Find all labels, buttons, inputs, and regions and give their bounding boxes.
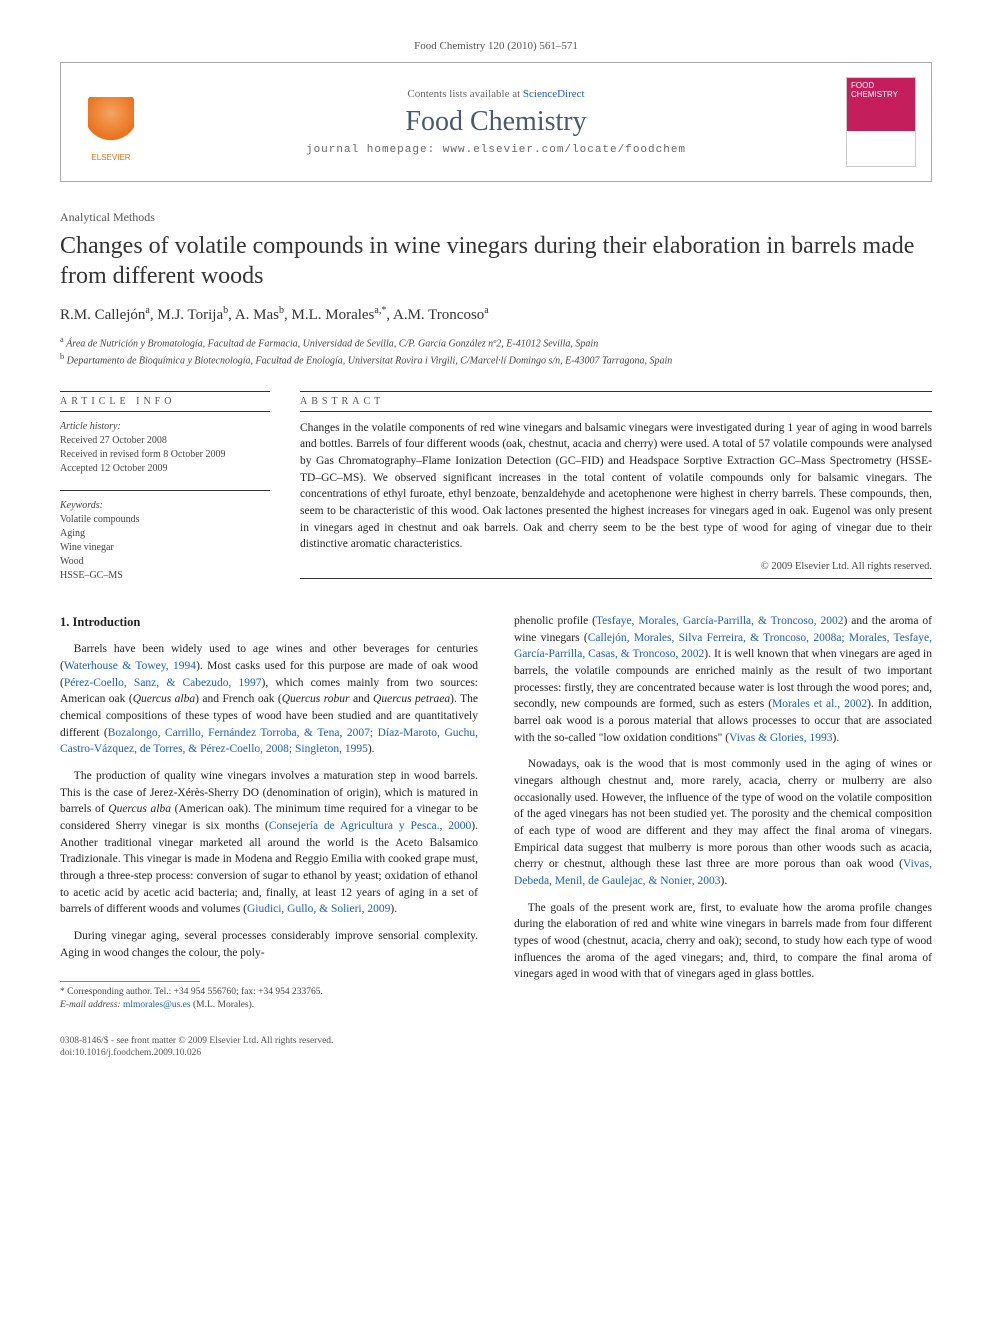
right-column: phenolic profile (Tesfaye, Morales, Garc…: [514, 613, 932, 1011]
journal-name: Food Chemistry: [405, 106, 586, 138]
footnote-email-label: E-mail address:: [60, 1000, 121, 1010]
journal-citation: Food Chemistry 120 (2010) 561–571: [60, 40, 932, 52]
article-history: Article history: Received 27 October 200…: [60, 420, 270, 476]
keyword: Volatile compounds: [60, 513, 270, 527]
footnote-corresponding: * Corresponding author. Tel.: +34 954 55…: [60, 986, 478, 998]
article-info-column: ARTICLE INFO Article history: Received 2…: [60, 387, 270, 583]
abstract-column: ABSTRACT Changes in the volatile compone…: [300, 387, 932, 583]
homepage-url: www.elsevier.com/locate/foodchem: [443, 144, 686, 156]
body-paragraph: During vinegar aging, several processes …: [60, 928, 478, 961]
keyword: Aging: [60, 527, 270, 541]
left-column: 1. Introduction Barrels have been widely…: [60, 613, 478, 1011]
corresponding-author-footnote: * Corresponding author. Tel.: +34 954 55…: [60, 986, 478, 1011]
homepage-line: journal homepage: www.elsevier.com/locat…: [306, 144, 686, 156]
body-paragraph: Barrels have been widely used to age win…: [60, 641, 478, 758]
body-paragraph: The production of quality wine vinegars …: [60, 768, 478, 918]
body-paragraph: Nowadays, oak is the wood that is most c…: [514, 756, 932, 889]
cover-text-2: CHEMISTRY: [851, 91, 911, 100]
page-footer: 0308-8146/$ - see front matter © 2009 El…: [60, 1035, 932, 1060]
body-columns: 1. Introduction Barrels have been widely…: [60, 613, 932, 1011]
keyword: Wine vinegar: [60, 541, 270, 555]
body-paragraph: phenolic profile (Tesfaye, Morales, Garc…: [514, 613, 932, 746]
footnote-separator: [60, 981, 200, 982]
footnote-email-link[interactable]: mlmorales@us.es: [123, 1000, 191, 1010]
article-info-heading: ARTICLE INFO: [60, 396, 270, 407]
contents-line: Contents lists available at ScienceDirec…: [407, 88, 584, 100]
article-section-type: Analytical Methods: [60, 210, 932, 225]
publisher-logo: ELSEVIER: [61, 63, 161, 181]
keyword: HSSE–GC–MS: [60, 569, 270, 583]
history-label: Article history:: [60, 420, 270, 434]
footer-doi: doi:10.1016/j.foodchem.2009.10.026: [60, 1047, 932, 1059]
publisher-name: ELSEVIER: [91, 153, 130, 162]
affiliation: a Área de Nutrición y Bromatología, Facu…: [60, 334, 932, 351]
history-item: Accepted 12 October 2009: [60, 462, 270, 476]
footer-front-matter: 0308-8146/$ - see front matter © 2009 El…: [60, 1035, 932, 1047]
journal-cover: FOOD CHEMISTRY: [831, 63, 931, 181]
keywords-label: Keywords:: [60, 499, 270, 513]
history-item: Received in revised form 8 October 2009: [60, 448, 270, 462]
section-heading-intro: 1. Introduction: [60, 613, 478, 631]
homepage-prefix: journal homepage:: [306, 144, 443, 156]
abstract-heading: ABSTRACT: [300, 396, 932, 407]
author-list: R.M. Callejóna, M.J. Torijab, A. Masb, M…: [60, 305, 932, 324]
sciencedirect-link[interactable]: ScienceDirect: [523, 88, 585, 100]
keywords-block: Keywords: Volatile compounds Aging Wine …: [60, 499, 270, 583]
elsevier-tree-icon: [88, 97, 134, 151]
body-paragraph: The goals of the present work are, first…: [514, 900, 932, 983]
keyword: Wood: [60, 555, 270, 569]
contents-prefix: Contents lists available at: [407, 88, 522, 100]
journal-header: ELSEVIER Contents lists available at Sci…: [60, 62, 932, 182]
article-title: Changes of volatile compounds in wine vi…: [60, 231, 932, 291]
abstract-text: Changes in the volatile components of re…: [300, 420, 932, 553]
abstract-copyright: © 2009 Elsevier Ltd. All rights reserved…: [300, 561, 932, 572]
footnote-email-suffix: (M.L. Morales).: [193, 1000, 254, 1010]
affiliation: b Departamento de Bioquímica y Biotecnol…: [60, 351, 932, 368]
history-item: Received 27 October 2008: [60, 434, 270, 448]
affiliations: a Área de Nutrición y Bromatología, Facu…: [60, 334, 932, 369]
